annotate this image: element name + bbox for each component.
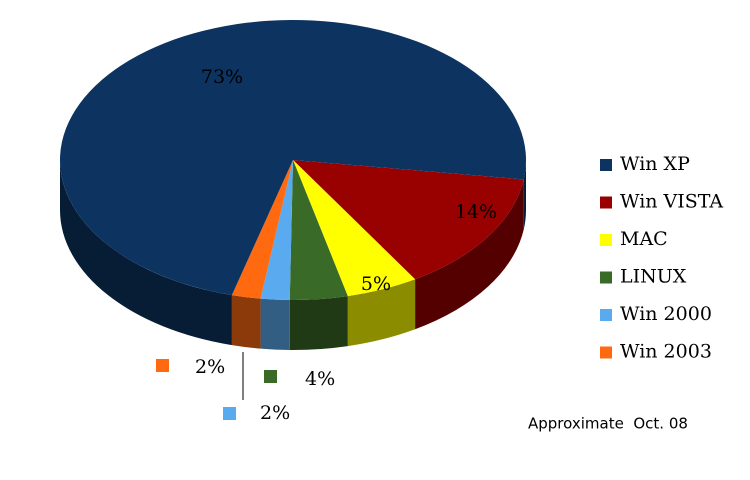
slice-side bbox=[523, 160, 526, 230]
slice-side bbox=[415, 179, 524, 330]
legend-label: Win 2000 bbox=[620, 303, 712, 325]
legend-swatch bbox=[600, 271, 612, 284]
legend-swatch bbox=[600, 159, 612, 171]
legend-label: Win VISTA bbox=[620, 191, 723, 213]
slice-side bbox=[231, 295, 261, 349]
slice-side bbox=[60, 160, 232, 346]
legend-swatch bbox=[600, 234, 612, 246]
legend-label: LINUX bbox=[620, 266, 687, 288]
annotation: Approximate Oct. 08 bbox=[528, 415, 688, 433]
slice bbox=[60, 19, 526, 296]
slice bbox=[293, 160, 524, 280]
pie-tops bbox=[60, 19, 526, 300]
slice-side bbox=[347, 279, 416, 347]
slice bbox=[231, 160, 293, 299]
legend-label: Win XP bbox=[620, 153, 690, 175]
slice-side bbox=[289, 296, 348, 350]
data-label: 5% bbox=[361, 273, 391, 295]
slice bbox=[289, 160, 348, 300]
legend-swatch bbox=[600, 346, 612, 359]
slice bbox=[260, 160, 293, 300]
label-swatch bbox=[264, 370, 277, 383]
label-swatch bbox=[223, 407, 236, 420]
pie-sides bbox=[60, 160, 526, 350]
legend-swatch bbox=[600, 309, 612, 321]
legend-label: Win 2003 bbox=[620, 341, 712, 363]
data-label: 4% bbox=[305, 368, 335, 390]
slice-side bbox=[260, 298, 290, 350]
data-label: 14% bbox=[455, 201, 497, 223]
slice bbox=[293, 160, 416, 297]
legend-label: MAC bbox=[620, 228, 668, 250]
data-label: 73% bbox=[201, 66, 243, 88]
data-label: 2% bbox=[195, 356, 225, 378]
data-label: 2% bbox=[260, 402, 290, 424]
legend-swatch bbox=[600, 196, 612, 209]
label-swatch bbox=[156, 359, 169, 372]
